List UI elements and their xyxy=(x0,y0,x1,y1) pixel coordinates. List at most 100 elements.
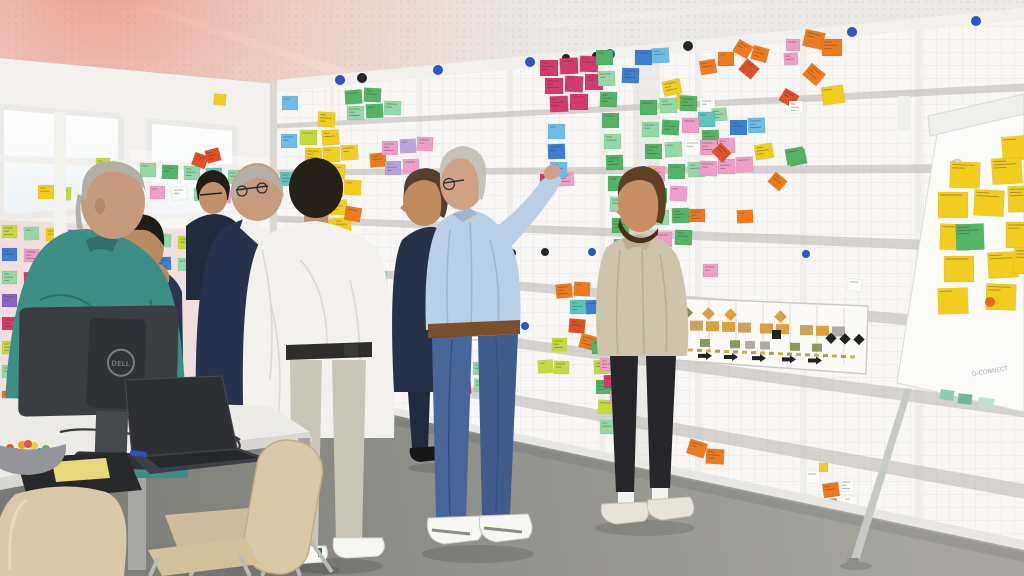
easel-foot xyxy=(847,558,859,566)
strip-green-cell xyxy=(790,342,800,351)
strip-black-diamond xyxy=(839,333,851,345)
person-5-shirt-folds xyxy=(261,249,361,421)
monitor-logo-ring xyxy=(106,348,135,377)
chair-seat xyxy=(148,538,260,576)
sticky-note xyxy=(564,75,584,93)
sticky-note xyxy=(547,123,566,140)
sticky-note xyxy=(579,55,599,73)
sticky-note xyxy=(171,186,188,201)
person-5-belt xyxy=(286,342,372,360)
sticky-note xyxy=(317,111,336,128)
sticky-note xyxy=(705,448,725,465)
sticky-note xyxy=(937,191,969,219)
person-1-head xyxy=(81,165,145,239)
strip-dash xyxy=(832,354,837,358)
sticky-note xyxy=(738,58,760,80)
flipchart: C Q-CONNECT xyxy=(847,93,1024,566)
magnet xyxy=(802,250,810,258)
strip-arrow xyxy=(752,354,766,363)
sticky-note xyxy=(37,184,55,200)
person-5-leg xyxy=(332,360,366,542)
sticky-note xyxy=(402,158,420,174)
sticky-note xyxy=(369,152,387,168)
person-2-face xyxy=(199,182,227,214)
strip-cell xyxy=(738,322,751,333)
sticky-note xyxy=(539,59,559,77)
sticky-note xyxy=(711,142,732,163)
magnet xyxy=(847,27,857,37)
person-1-hair xyxy=(81,161,146,200)
sticky-note xyxy=(322,146,341,163)
monitor-stand xyxy=(94,410,129,458)
sticky-note xyxy=(937,287,969,315)
sticky-note xyxy=(1,270,18,285)
sticky-note xyxy=(659,97,678,114)
monitor-brand-label: DELL xyxy=(112,359,131,368)
sticky-note xyxy=(651,47,670,64)
desk: DELL xyxy=(0,305,312,570)
person-8-leg xyxy=(610,356,638,492)
sticky-note xyxy=(821,481,841,499)
sticky-note xyxy=(717,158,736,175)
strip-dash xyxy=(814,353,819,357)
flipchart-tab xyxy=(957,393,973,405)
person-7-shoe-stripe xyxy=(431,526,523,536)
sticky-note xyxy=(674,229,693,246)
chair-back xyxy=(0,486,127,576)
flipchart-clamp xyxy=(927,93,1024,137)
sticky-note xyxy=(23,226,40,241)
sticky-note xyxy=(149,185,166,200)
sticky-note xyxy=(537,359,554,374)
sticky-note xyxy=(818,462,829,473)
sticky-note xyxy=(641,121,660,138)
sticky-note xyxy=(551,337,568,352)
easel-pole xyxy=(54,112,66,240)
sticky-note xyxy=(681,117,700,134)
strip-black-diamond xyxy=(825,332,837,344)
sticky-note xyxy=(183,165,201,181)
sticky-note xyxy=(363,87,382,103)
sticky-note xyxy=(343,205,363,223)
sticky-note xyxy=(699,97,716,112)
person-1-collar xyxy=(86,236,118,252)
sticky-note xyxy=(943,255,975,283)
laptop-keyboard xyxy=(146,450,258,468)
strip-dash xyxy=(706,349,711,353)
strip-gray-cell xyxy=(760,341,770,350)
strip-cell xyxy=(760,323,773,334)
strip-dash xyxy=(823,354,828,358)
sticky-note xyxy=(595,49,614,66)
person-7-shoe xyxy=(478,513,533,543)
strip-dash xyxy=(733,350,738,354)
bowl xyxy=(0,444,66,475)
chair-legs xyxy=(148,555,252,576)
strip-dash xyxy=(697,348,702,352)
sticky-note xyxy=(839,478,855,492)
chair-foreground xyxy=(0,486,260,576)
sticky-note xyxy=(801,62,827,87)
sticky-note xyxy=(747,117,766,134)
sticky-note xyxy=(1,247,18,262)
process-strip xyxy=(673,297,869,375)
candy xyxy=(24,440,32,448)
strip-cell xyxy=(706,321,719,332)
chair-back xyxy=(242,439,324,575)
strip-cell xyxy=(816,325,829,336)
person-5-shoe xyxy=(332,537,385,559)
sticky-note xyxy=(784,146,806,166)
person-7-raised-arm xyxy=(482,170,562,248)
person-3-hair xyxy=(231,165,284,200)
sticky-note xyxy=(139,162,157,178)
magnet xyxy=(335,75,345,85)
sticky-note xyxy=(190,151,210,170)
sticky-note xyxy=(783,52,799,66)
sticky-note xyxy=(603,133,622,150)
sticky-note xyxy=(639,99,658,116)
person-6-hair xyxy=(404,168,448,218)
sticky-note xyxy=(664,141,683,158)
person-3-glasses xyxy=(235,185,269,191)
chair-back-highlight xyxy=(8,498,27,571)
sticky-note xyxy=(1,293,18,308)
sticky-note xyxy=(559,57,579,75)
